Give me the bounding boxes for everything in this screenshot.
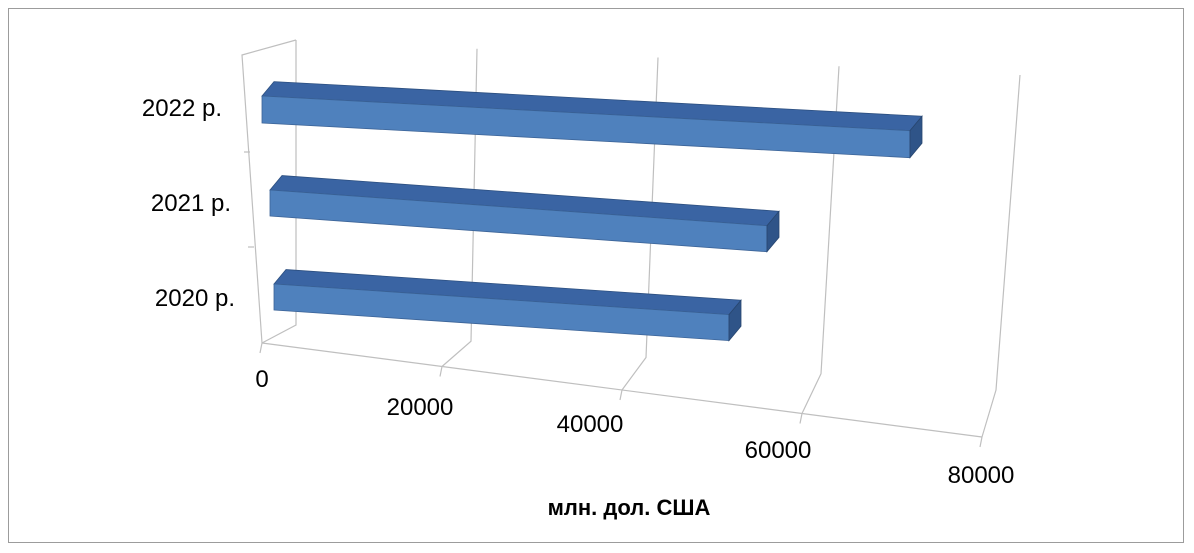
x-axis-title: млн. дол. США [548,495,711,520]
x-tick-label-20000: 20000 [387,394,454,421]
y-tick-label-2021: 2021 р. [151,190,231,217]
gridline-2 [621,57,659,391]
x-tick-4 [979,436,983,448]
gridline-0 [261,40,297,344]
chart-frame [8,8,1184,543]
y-tick-label-2020: 2020 р. [155,285,235,312]
x-tick-1 [439,366,443,377]
x-tick-2 [619,389,623,401]
gridline-3 [801,66,840,414]
gridline-4 [981,74,1021,438]
x-tick-label-80000: 80000 [948,462,1015,489]
x-tick-0 [259,342,263,354]
x-tick-label-60000: 60000 [745,437,812,464]
labels: 2022 р. 2021 р. 2020 р. 0 20000 40000 60… [142,95,1014,520]
bar-end-2021 р. [766,210,780,253]
x-axis-line [261,342,983,438]
y-axis-wall [241,39,297,344]
x-tick-3 [799,413,803,424]
x-tick-label-40000: 40000 [557,411,624,438]
gridline-1 [441,48,478,367]
x-tick-label-0: 0 [255,366,268,393]
bars [261,81,923,342]
y-tick-label-2022: 2022 р. [142,95,222,122]
bar-end-2020 р. [728,299,742,342]
gridlines [241,39,1021,448]
bar-end-2022 р. [909,115,923,159]
